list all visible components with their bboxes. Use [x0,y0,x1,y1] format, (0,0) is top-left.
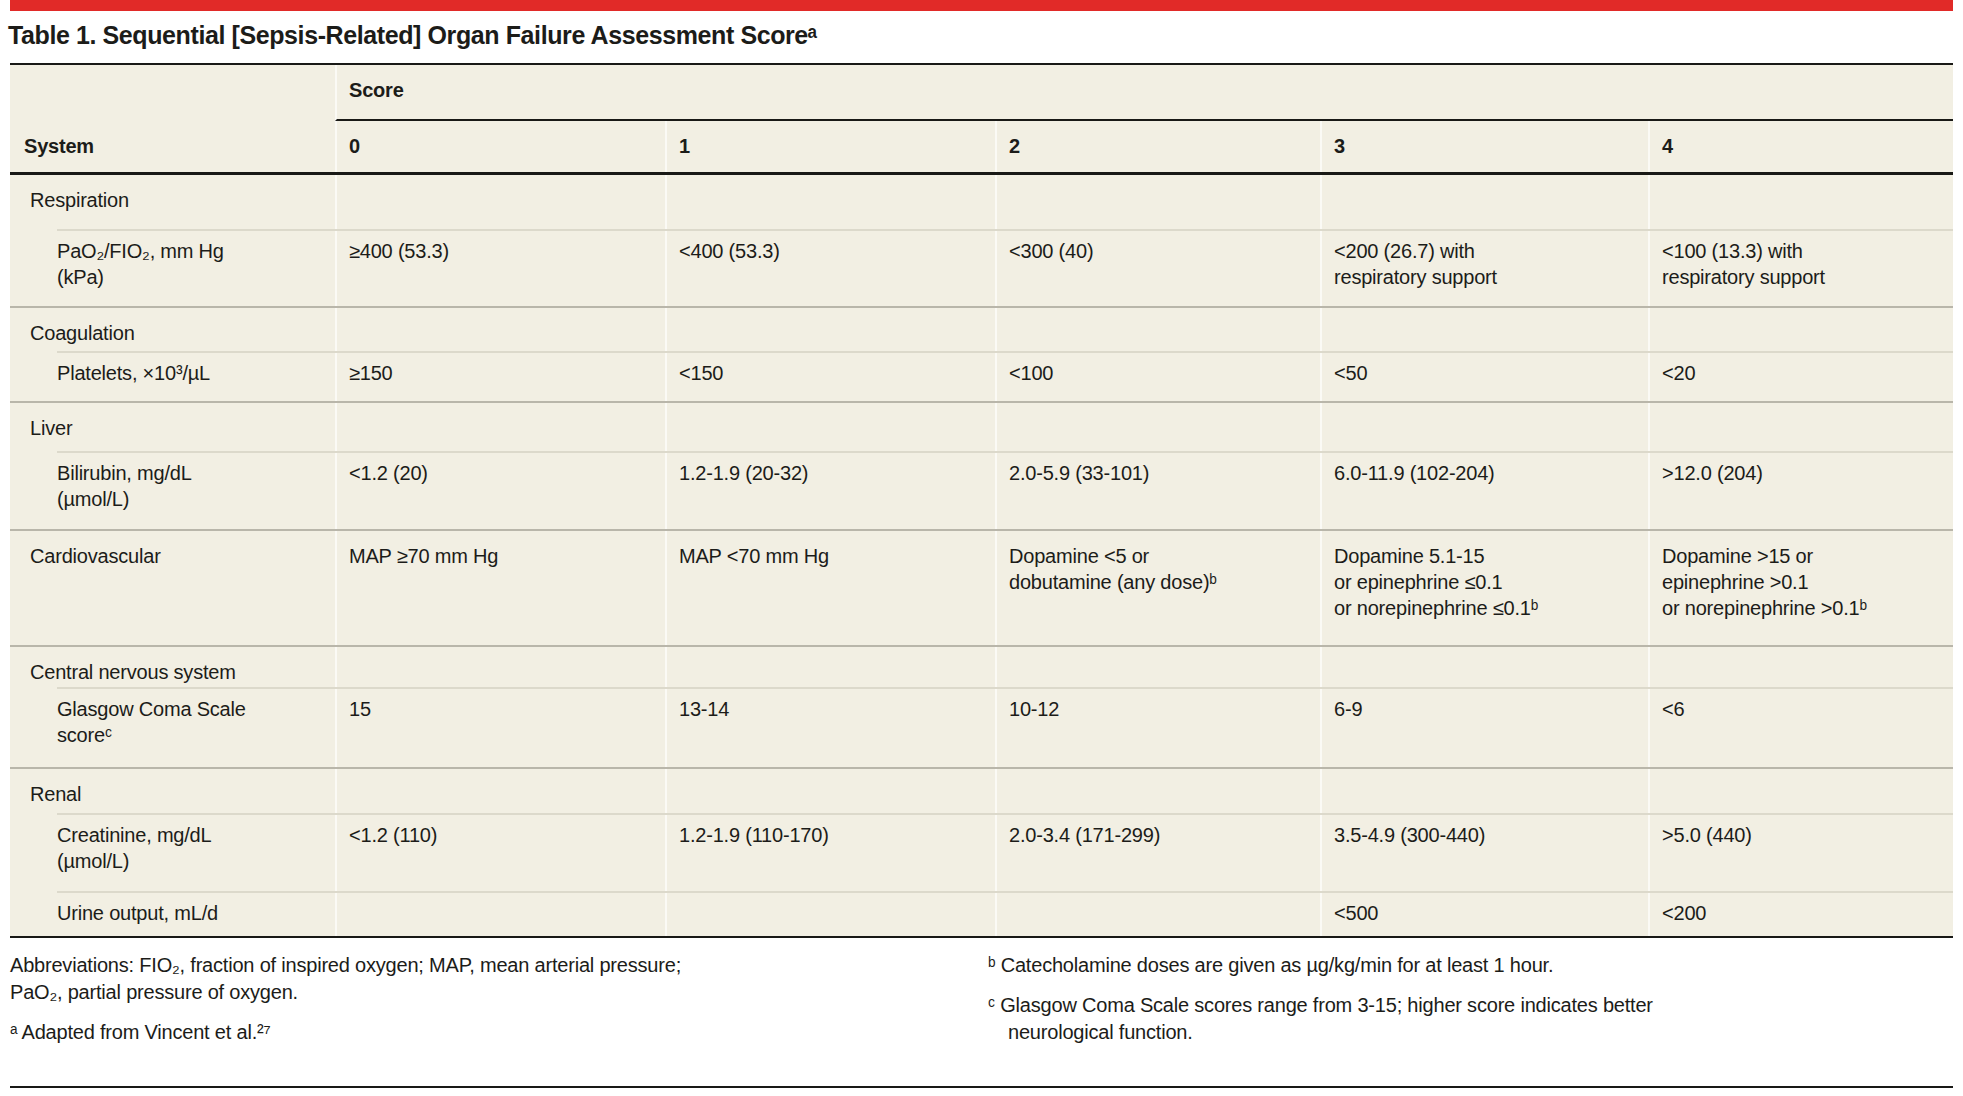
column-header-row: System 0 1 2 3 4 [10,121,1953,175]
score-spanner-label: Score [335,65,1953,121]
column-header-score-2: 2 [995,121,1320,172]
section-label: Cardiovascular [10,531,335,645]
footnote-a: ᵃ Adapted from Vincent et al.²⁷ [10,1019,988,1046]
spanner-spacer [10,65,335,121]
cell-score3: 3.5-4.9 (300-440) [1320,813,1648,891]
section-label: Renal [10,769,335,813]
cell-score1: <400 (53.3) [665,229,995,306]
cell-score4: <200 [1648,891,1953,936]
cell-score1 [665,891,995,936]
cell-score1: <150 [665,351,995,401]
cell-score2: Dopamine <5 or dobutamine (any dose)ᵇ [995,531,1320,645]
row-bilirubin: Bilirubin, mg/dL (µmol/L) <1.2 (20) 1.2-… [10,451,1953,529]
section-row-coagulation: Coagulation [10,306,1953,351]
sofa-score-table: Score System 0 1 2 3 4 Respiration PaO₂/… [10,63,1953,938]
footnote-b: ᵇ Catecholamine doses are given as µg/kg… [988,952,1953,979]
cell-score3: Dopamine 5.1-15 or epinephrine ≤0.1 or n… [1320,531,1648,645]
section-label: Respiration [10,175,335,229]
cell-score0: MAP ≥70 mm Hg [335,531,665,645]
cell-score3: 6.0-11.9 (102-204) [1320,451,1648,529]
table-footnotes: Abbreviations: FIO₂, fraction of inspire… [10,952,1953,1059]
cell-score0: 15 [335,687,665,767]
row-creatinine: Creatinine, mg/dL (µmol/L) <1.2 (110) 1.… [10,813,1953,891]
cell-score3: <50 [1320,351,1648,401]
section-row-renal: Renal [10,767,1953,813]
row-glasgow-coma-scale: Glasgow Coma Scale scoreᶜ 15 13-14 10-12… [10,687,1953,767]
row-label: Platelets, ×10³/µL [10,351,335,401]
section-row-respiration: Respiration [10,175,1953,229]
section-row-central-nervous-system: Central nervous system [10,645,1953,687]
cell-score3: 6-9 [1320,687,1648,767]
cell-score2: <100 [995,351,1320,401]
cell-score1: 1.2-1.9 (110-170) [665,813,995,891]
row-label: PaO₂/FIO₂, mm Hg (kPa) [10,229,335,306]
row-urine-output: Urine output, mL/d <500 <200 [10,891,1953,936]
cell-score1: 1.2-1.9 (20-32) [665,451,995,529]
cell-score0 [335,891,665,936]
footnotes-left-column: Abbreviations: FIO₂, fraction of inspire… [10,952,988,1059]
cell-score4: <6 [1648,687,1953,767]
footnote-c: ᶜ Glasgow Coma Scale scores range from 3… [988,992,1953,1046]
cell-score2: <300 (40) [995,229,1320,306]
cell-score2: 10-12 [995,687,1320,767]
score-spanner-row: Score [10,65,1953,121]
section-row-liver: Liver [10,401,1953,451]
row-label: Glasgow Coma Scale scoreᶜ [10,687,335,767]
paper-table-page: Table 1. Sequential [Sepsis-Related] Org… [0,0,1963,1096]
cell-score0: <1.2 (20) [335,451,665,529]
cell-score4: >12.0 (204) [1648,451,1953,529]
column-header-score-1: 1 [665,121,995,172]
column-header-score-0: 0 [335,121,665,172]
cell-score4: Dopamine >15 or epinephrine >0.1 or nore… [1648,531,1953,645]
cell-score1: MAP <70 mm Hg [665,531,995,645]
row-label: Urine output, mL/d [10,891,335,936]
jama-red-accent-bar [10,0,1953,11]
row-cardiovascular: Cardiovascular MAP ≥70 mm Hg MAP <70 mm … [10,529,1953,645]
column-header-score-4: 4 [1648,121,1953,172]
cell-score2 [995,891,1320,936]
bottom-rule [10,1086,1953,1088]
column-header-system: System [10,121,335,172]
section-label: Coagulation [10,308,335,351]
cell-score1: 13-14 [665,687,995,767]
cell-score0: ≥150 [335,351,665,401]
section-label: Liver [10,403,335,451]
cell-score4: <100 (13.3) with respiratory support [1648,229,1953,306]
abbreviations-note: Abbreviations: FIO₂, fraction of inspire… [10,952,988,1006]
cell-score3: <500 [1320,891,1648,936]
cell-score4: <20 [1648,351,1953,401]
cell-score2: 2.0-5.9 (33-101) [995,451,1320,529]
cell-score2: 2.0-3.4 (171-299) [995,813,1320,891]
table-title: Table 1. Sequential [Sepsis-Related] Org… [8,20,1953,50]
column-header-score-3: 3 [1320,121,1648,172]
row-label: Creatinine, mg/dL (µmol/L) [10,813,335,891]
cell-score0: ≥400 (53.3) [335,229,665,306]
footnotes-right-column: ᵇ Catecholamine doses are given as µg/kg… [988,952,1953,1059]
row-platelets: Platelets, ×10³/µL ≥150 <150 <100 <50 <2… [10,351,1953,401]
row-pao2-fio2: PaO₂/FIO₂, mm Hg (kPa) ≥400 (53.3) <400 … [10,229,1953,306]
cell-score4: >5.0 (440) [1648,813,1953,891]
cell-score0: <1.2 (110) [335,813,665,891]
section-label: Central nervous system [10,647,335,687]
row-label: Bilirubin, mg/dL (µmol/L) [10,451,335,529]
cell-score3: <200 (26.7) with respiratory support [1320,229,1648,306]
